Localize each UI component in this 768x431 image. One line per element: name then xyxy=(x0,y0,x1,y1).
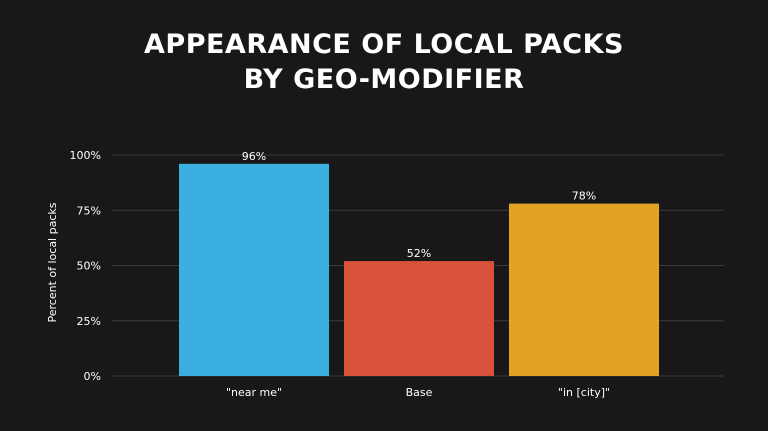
y-tick-label: 75% xyxy=(77,204,101,217)
x-category-label: Base xyxy=(406,386,433,399)
bar xyxy=(509,203,659,376)
data-label: 78% xyxy=(572,190,596,203)
bar xyxy=(179,163,329,376)
y-axis-ticks: 0% 25% 50% 75% 100% xyxy=(70,149,101,383)
data-labels: 96% 52% 78% xyxy=(242,150,596,260)
x-category-label: "near me" xyxy=(226,386,282,399)
data-label: 96% xyxy=(242,150,266,163)
y-tick-label: 0% xyxy=(84,370,101,383)
data-label: 52% xyxy=(407,247,431,260)
y-axis-label: Percent of local packs xyxy=(46,202,59,322)
y-tick-label: 25% xyxy=(77,315,101,328)
bar xyxy=(344,261,494,376)
y-tick-label: 100% xyxy=(70,149,101,162)
bars xyxy=(179,163,659,376)
y-tick-label: 50% xyxy=(77,260,101,273)
x-axis-categories: "near me" Base "in [city]" xyxy=(226,386,610,399)
chart-title-line-2: BY GEO-MODIFIER xyxy=(243,64,525,95)
chart-title-line-1: APPEARANCE OF LOCAL PACKS xyxy=(144,29,624,60)
x-category-label: "in [city]" xyxy=(558,386,610,399)
